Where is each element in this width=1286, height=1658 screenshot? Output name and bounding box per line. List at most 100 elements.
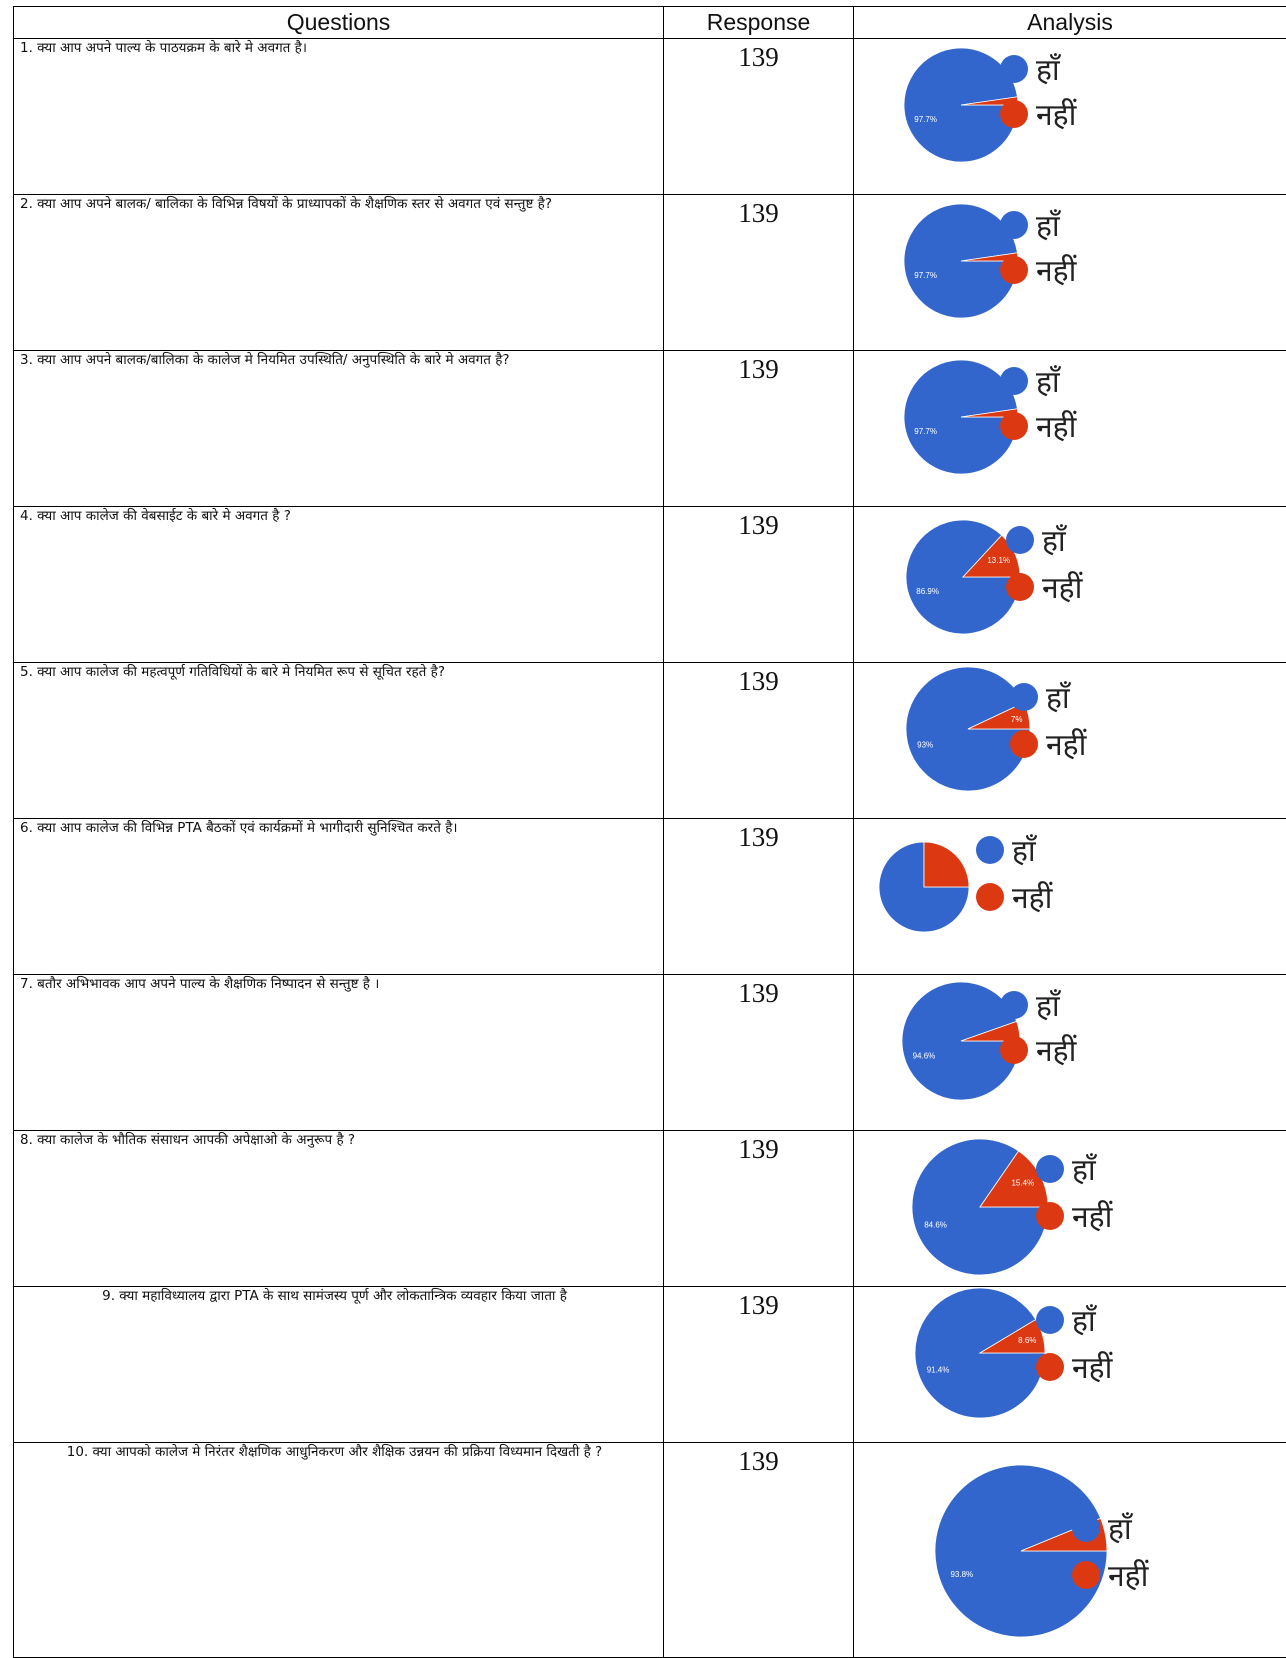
legend-dot-no xyxy=(1036,1202,1064,1230)
legend-dot-yes xyxy=(1000,991,1028,1019)
legend-label-no: नहीं xyxy=(1108,1559,1150,1594)
legend-dot-yes xyxy=(1010,683,1038,711)
legend-label-yes: हाँ xyxy=(1036,53,1062,88)
legend-label-yes: हाँ xyxy=(1046,681,1072,716)
pie-label-no: 8.6% xyxy=(1018,1336,1036,1345)
analysis-header: Analysis xyxy=(854,7,1286,39)
pie-label-yes: 86.9% xyxy=(916,587,939,596)
question-cell: 3. क्या आप अपने बालक/बालिका के कालेज मे … xyxy=(14,351,664,507)
legend-dot-yes xyxy=(1006,526,1034,554)
response-cell: 139 xyxy=(664,351,854,507)
legend-dot-no xyxy=(1072,1561,1100,1589)
legend-label-yes: हाँ xyxy=(1036,209,1062,244)
question-cell: 5. क्या आप कालेज की महत्वपूर्ण गतिविधियो… xyxy=(14,663,664,819)
legend-label-yes: हाँ xyxy=(1042,524,1068,559)
analysis-cell: 84.6% 15.4% हाँ नहीं xyxy=(854,1131,1286,1287)
legend-label-no: नहीं xyxy=(1072,1200,1114,1235)
legend-dot-no xyxy=(1000,412,1028,440)
legend-dot-yes xyxy=(1000,367,1028,395)
pie-chart: हाँ नहीं xyxy=(854,819,1286,974)
legend-label-no: नहीं xyxy=(1042,571,1084,606)
response-cell: 139 xyxy=(664,195,854,351)
analysis-cell: 97.7% हाँ नहीं xyxy=(854,195,1286,351)
legend-dot-yes xyxy=(1072,1514,1100,1542)
legend-label-yes: हाँ xyxy=(1072,1304,1098,1339)
response-cell: 139 xyxy=(664,663,854,819)
pie-label-yes: 93.8% xyxy=(950,1570,973,1579)
legend-label-yes: हाँ xyxy=(1012,834,1038,869)
pie-chart: 93.8%हाँनहीं xyxy=(854,1443,1286,1657)
table-row: 8. क्या कालेज के भौतिक संसाधन आपकी अपेक्… xyxy=(14,1131,1286,1287)
legend-label-no: नहीं xyxy=(1036,410,1078,445)
pie-label-yes: 97.7% xyxy=(914,427,937,436)
pie-chart: 97.7% हाँ नहीं xyxy=(854,195,1286,350)
legend-label-no: नहीं xyxy=(1036,1034,1078,1069)
table-row: 6. क्या आप कालेज की विभिन्न PTA बैठकों ए… xyxy=(14,819,1286,975)
legend-dot-yes xyxy=(1000,55,1028,83)
legend-dot-yes xyxy=(1036,1155,1064,1183)
pie-label-yes: 97.7% xyxy=(914,271,937,280)
pie-chart: 84.6% 15.4% हाँ नहीं xyxy=(854,1131,1286,1286)
question-cell: 4. क्या आप कालेज की वेबसाईट के बारे मे अ… xyxy=(14,507,664,663)
pie-chart: 97.7% हाँ नहीं xyxy=(854,351,1286,506)
legend-label-no: नहीं xyxy=(1072,1351,1114,1386)
table-row: 3. क्या आप अपने बालक/बालिका के कालेज मे … xyxy=(14,351,1286,507)
response-header: Response xyxy=(664,7,854,39)
pie-chart: 86.9% 13.1% हाँ नहीं xyxy=(854,507,1286,662)
pie-slice-no xyxy=(924,842,969,887)
legend-label-no: नहीं xyxy=(1036,98,1078,133)
legend-dot-yes xyxy=(976,836,1004,864)
response-cell: 139 xyxy=(664,1443,854,1658)
legend-dot-no xyxy=(1010,730,1038,758)
question-cell: 9. क्या महाविध्यालय द्वारा PTA के साथ सा… xyxy=(14,1287,664,1443)
pie-label-yes: 84.6% xyxy=(924,1220,947,1229)
response-cell: 139 xyxy=(664,819,854,975)
table-row: 7. बतौर अभिभावक आप अपने पाल्य के शैक्षणि… xyxy=(14,975,1286,1131)
response-cell: 139 xyxy=(664,39,854,195)
questions-header: Questions xyxy=(14,7,664,39)
analysis-cell: 97.7% हाँ नहीं xyxy=(854,39,1286,195)
table-row: 2. क्या आप अपने बालक/ बालिका के विभिन्न … xyxy=(14,195,1286,351)
pie-label-yes: 97.7% xyxy=(914,115,937,124)
legend-dot-no xyxy=(1006,573,1034,601)
legend-dot-no xyxy=(1000,100,1028,128)
legend-label-yes: हाँ xyxy=(1072,1153,1098,1188)
table-row: 5. क्या आप कालेज की महत्वपूर्ण गतिविधियो… xyxy=(14,663,1286,819)
pie-chart: 93%7%हाँनहीं xyxy=(854,663,1286,818)
question-cell: 7. बतौर अभिभावक आप अपने पाल्य के शैक्षणि… xyxy=(14,975,664,1131)
pie-chart: 97.7% हाँ नहीं xyxy=(854,39,1286,194)
pie-chart: 91.4%8.6%हाँनहीं xyxy=(854,1287,1286,1442)
legend-dot-no xyxy=(976,883,1004,911)
analysis-cell: 97.7% हाँ नहीं xyxy=(854,351,1286,507)
legend-dot-no xyxy=(1000,1036,1028,1064)
question-cell: 2. क्या आप अपने बालक/ बालिका के विभिन्न … xyxy=(14,195,664,351)
pie-label-yes: 94.6% xyxy=(913,1052,936,1061)
table-row: 10. क्या आपको कालेज मे निरंतर शैक्षणिक आ… xyxy=(14,1443,1286,1658)
response-cell: 139 xyxy=(664,1131,854,1287)
analysis-cell: 94.6% हाँ नहीं xyxy=(854,975,1286,1131)
table-row: 1. क्या आप अपने पाल्य के पाठयक्रम के बार… xyxy=(14,39,1286,195)
analysis-cell: 91.4%8.6%हाँनहीं xyxy=(854,1287,1286,1443)
response-cell: 139 xyxy=(664,1287,854,1443)
pie-label-no: 13.1% xyxy=(987,556,1010,565)
pie-label-yes: 93% xyxy=(917,741,933,750)
response-cell: 139 xyxy=(664,975,854,1131)
legend-dot-no xyxy=(1000,256,1028,284)
legend-dot-yes xyxy=(1000,211,1028,239)
survey-table: Questions Response Analysis 1. क्या आप अ… xyxy=(13,6,1286,1658)
legend-label-no: नहीं xyxy=(1012,881,1054,916)
table-row: 9. क्या महाविध्यालय द्वारा PTA के साथ सा… xyxy=(14,1287,1286,1443)
question-cell: 1. क्या आप अपने पाल्य के पाठयक्रम के बार… xyxy=(14,39,664,195)
response-cell: 139 xyxy=(664,507,854,663)
pie-chart: 94.6% हाँ नहीं xyxy=(854,975,1286,1130)
legend-dot-yes xyxy=(1036,1306,1064,1334)
pie-label-no: 15.4% xyxy=(1011,1179,1034,1188)
legend-label-yes: हाँ xyxy=(1036,365,1062,400)
survey-rows: 1. क्या आप अपने पाल्य के पाठयक्रम के बार… xyxy=(14,39,1286,1658)
legend-label-yes: हाँ xyxy=(1036,989,1062,1024)
analysis-cell: 93%7%हाँनहीं xyxy=(854,663,1286,819)
analysis-cell: 86.9% 13.1% हाँ नहीं xyxy=(854,507,1286,663)
pie-label-no: 7% xyxy=(1011,715,1023,724)
legend-label-no: नहीं xyxy=(1036,254,1078,289)
question-cell: 6. क्या आप कालेज की विभिन्न PTA बैठकों ए… xyxy=(14,819,664,975)
